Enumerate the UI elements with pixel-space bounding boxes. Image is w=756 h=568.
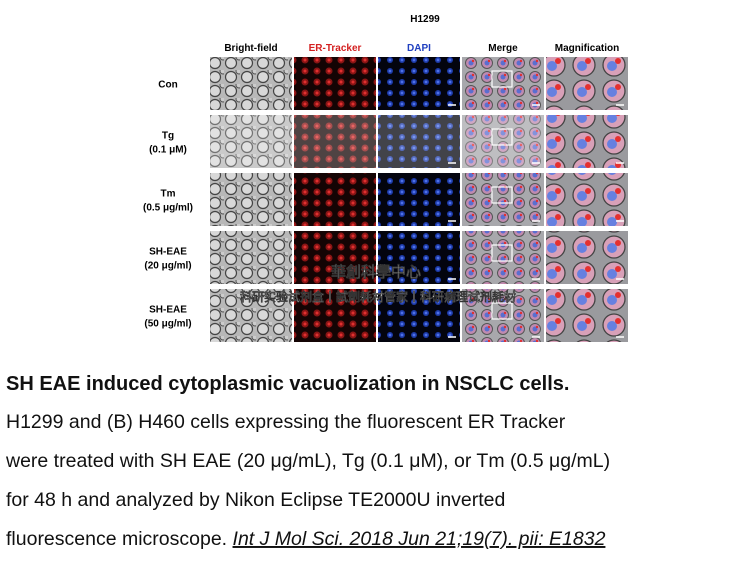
micrograph	[462, 115, 544, 168]
row-label: Tg	[162, 131, 174, 142]
row-label: Con	[158, 80, 177, 91]
watermark: 科研实验试剂盒丨試劑耗材管家丨科研病理试剂耗材	[240, 289, 516, 304]
row-dose: (0.1 μM)	[149, 145, 187, 156]
citation-link[interactable]: Int J Mol Sci. 2018 Jun 21;19(7). pii: E…	[233, 528, 606, 550]
zoom-box	[491, 128, 513, 146]
micrograph	[462, 289, 544, 342]
micrograph	[462, 57, 544, 110]
micrograph	[378, 173, 460, 226]
micrograph	[546, 173, 628, 226]
column-header: Bright-field	[224, 43, 277, 54]
row-label: SH-EAE	[149, 247, 187, 258]
figure-title: H1299	[410, 14, 440, 25]
micrograph	[378, 57, 460, 110]
micrograph	[210, 115, 292, 168]
zoom-box	[491, 302, 513, 320]
micrograph	[378, 289, 460, 342]
micrograph	[294, 115, 376, 168]
column-header: Merge	[488, 43, 518, 54]
caption-line: H1299 and (B) H460 cells expressing the …	[6, 411, 566, 433]
micrograph	[546, 231, 628, 284]
zoom-box	[491, 186, 513, 204]
micrograph	[378, 115, 460, 168]
caption-line: were treated with SH EAE (20 μg/mL), Tg …	[5, 450, 610, 472]
row-dose: (0.5 μg/ml)	[143, 203, 193, 214]
caption-line: for 48 h and analyzed by Nikon Eclipse T…	[6, 489, 505, 511]
row-dose: (50 μg/ml)	[144, 319, 191, 330]
micrograph	[294, 173, 376, 226]
caption-text: fluorescence microscope.	[6, 528, 233, 550]
micrograph	[294, 231, 376, 284]
caption-line: fluorescence microscope. Int J Mol Sci. …	[6, 528, 606, 550]
micrograph	[546, 289, 628, 342]
micrograph	[210, 289, 292, 342]
row-label: SH-EAE	[149, 305, 187, 316]
panel-grid: Bright-field ER-Tracker DAPI Merge Magnifica…	[143, 43, 628, 342]
column-header: ER-Tracker	[309, 43, 362, 54]
micrograph	[210, 57, 292, 110]
zoom-box	[491, 244, 513, 262]
watermark: 華創科學中心	[331, 263, 421, 281]
column-header: Magnification	[555, 43, 619, 54]
row-label: Tm	[161, 189, 176, 200]
micrograph	[546, 115, 628, 168]
caption-heading: SH EAE induced cytoplasmic vacuolization…	[6, 373, 569, 395]
row-dose: (20 μg/ml)	[144, 261, 191, 272]
micrograph	[294, 289, 376, 342]
micrograph	[210, 173, 292, 226]
micrograph	[378, 231, 460, 284]
micrograph	[210, 231, 292, 284]
micrograph	[462, 231, 544, 284]
micrograph	[294, 57, 376, 110]
micrograph	[546, 57, 628, 110]
column-header: DAPI	[407, 43, 431, 54]
micrograph	[462, 173, 544, 226]
zoom-box	[491, 70, 513, 88]
